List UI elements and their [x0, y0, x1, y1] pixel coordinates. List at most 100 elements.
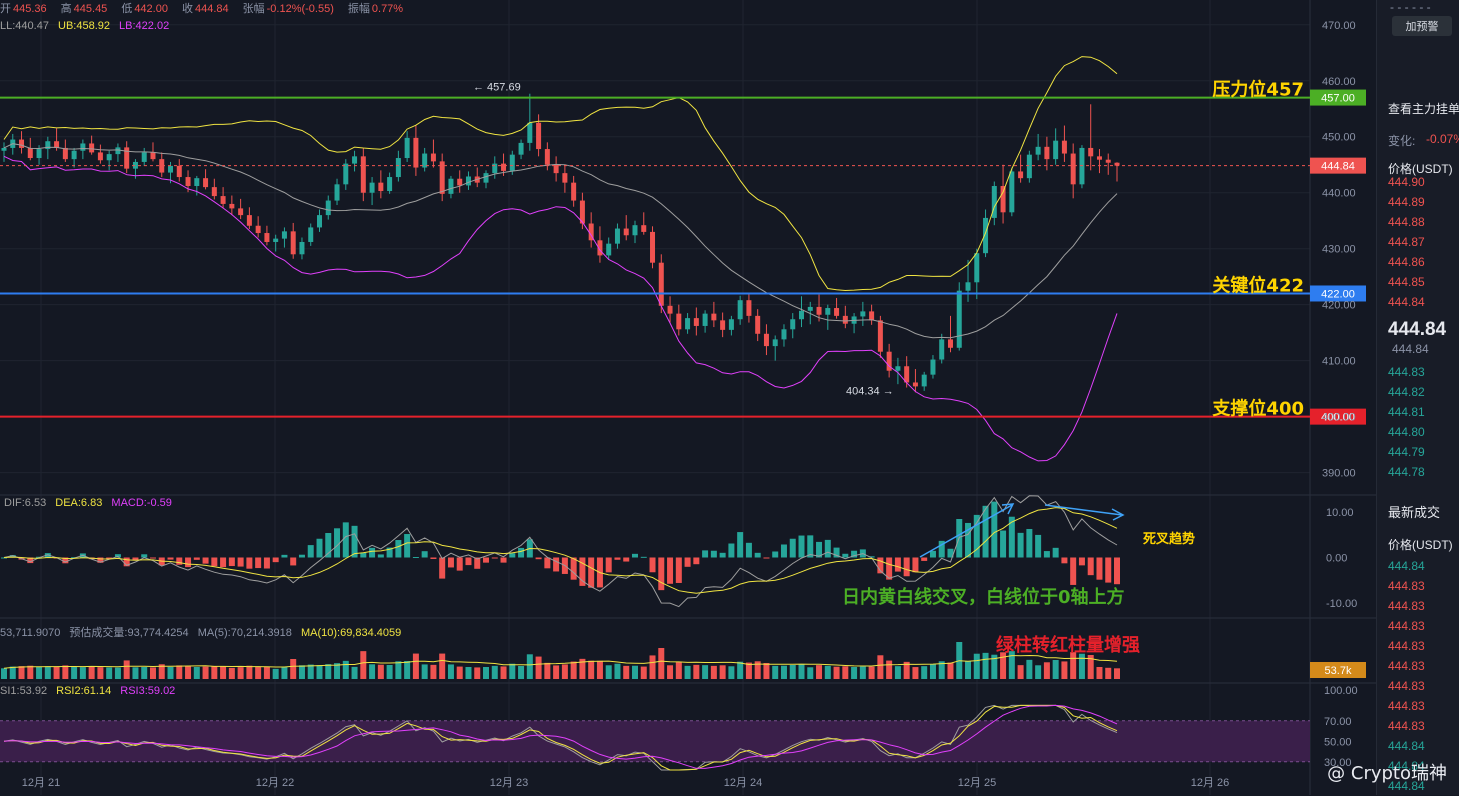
volume-bar [9, 666, 16, 679]
candle [632, 220, 638, 244]
volume-bar [675, 662, 682, 679]
macd-bar [535, 557, 542, 560]
macd-bar [456, 557, 463, 571]
macd-dea-line [3, 507, 1118, 594]
macd-bar [412, 557, 419, 559]
ask-price: 444.90 [1388, 175, 1425, 189]
candle [290, 222, 296, 259]
volume-bar [737, 661, 744, 679]
candle [422, 147, 428, 172]
candle-body [89, 143, 95, 153]
candle [579, 192, 585, 230]
trades-title[interactable]: 最新成交 [1388, 505, 1441, 520]
candle [1, 142, 7, 162]
candle [650, 226, 656, 269]
macd-bar [1105, 557, 1112, 583]
macd-dif-line [3, 495, 1118, 608]
volume-bar [938, 661, 945, 679]
orderbook-title[interactable]: 查看主力挂单 [1388, 102, 1459, 116]
candle-body [106, 154, 112, 161]
orderbook-sidebar [1376, 0, 1459, 795]
volume-bar [342, 660, 349, 679]
candle [667, 296, 673, 323]
candle [536, 114, 542, 157]
macd-bar [807, 535, 814, 558]
candle-body [395, 158, 401, 178]
candle-body [667, 305, 673, 314]
macd-bar [211, 557, 218, 567]
candle-body [97, 152, 103, 161]
macd-bar [123, 557, 130, 567]
macd-bar [965, 522, 972, 558]
ohlc-item: 振幅 0.77% [347, 3, 404, 15]
vol-ma5: MA(5):70,214.3918 [197, 627, 292, 639]
candle-body [641, 225, 647, 232]
candle [352, 150, 358, 172]
volume-bar [246, 665, 253, 679]
candle-body [807, 306, 813, 311]
macd-bar [579, 557, 586, 586]
candle [693, 307, 699, 336]
candle-body [194, 178, 200, 187]
volume-readout: 53,711.9070 预估成交量:93,774.4254 MA(5):70,2… [0, 624, 407, 640]
volume-bar [404, 661, 411, 679]
volume-bar [789, 665, 796, 679]
macd-value: MACD:-0.59 [111, 497, 172, 509]
add-alert-button[interactable]: 加预警 [1392, 16, 1452, 36]
candle [869, 304, 875, 325]
trend-arrow-down [1044, 504, 1123, 516]
candle [1018, 154, 1024, 183]
candle-body [360, 156, 366, 193]
candle-body [974, 253, 980, 283]
candle [334, 178, 340, 206]
macd-bar [912, 557, 919, 573]
candle [220, 187, 226, 209]
candle [763, 324, 769, 356]
volume-bar [693, 664, 700, 679]
candle-body [799, 310, 805, 320]
candle-body [737, 300, 743, 320]
candle-body [886, 351, 892, 371]
volume-bar [877, 655, 884, 679]
candle [842, 305, 848, 329]
volume-bar [886, 660, 893, 679]
macd-bar [1070, 557, 1077, 585]
candle-body [650, 231, 656, 263]
volume-bar [1114, 668, 1120, 679]
volume-bar [965, 661, 972, 679]
candle-body [220, 196, 226, 204]
volume-bar [588, 660, 595, 679]
candle [1035, 133, 1041, 161]
trade-price: 444.83 [1388, 679, 1425, 693]
rsi-tick: 50.00 [1324, 736, 1352, 748]
volume-bar [62, 665, 69, 679]
candle [27, 137, 33, 161]
price-chart[interactable]: 压力位457 457.00 关键位422 422.00 支撑位400 400.00 444.… [0, 0, 1376, 795]
macd-readout: DIF:6.53 DEA:6.83 MACD:-0.59 [4, 497, 178, 509]
candle [124, 141, 130, 174]
macd-bar [929, 550, 936, 558]
candle-body [816, 306, 822, 315]
volume-bar [631, 665, 638, 679]
trade-price: 444.83 [1388, 639, 1425, 653]
candle-body [334, 184, 340, 201]
candle-body [141, 152, 147, 162]
candle [720, 312, 726, 338]
price-tick: 420.00 [1322, 300, 1356, 312]
candle-body [921, 374, 927, 387]
macd-bar [386, 547, 393, 558]
candle [404, 131, 410, 162]
macd-bar [237, 557, 244, 567]
candle [203, 169, 209, 190]
candle [246, 207, 252, 230]
candle-body [895, 366, 901, 371]
macd-bar [141, 554, 148, 558]
macd-bar [1096, 557, 1103, 580]
candle-body [1088, 147, 1094, 157]
candle [614, 223, 620, 249]
candle [255, 216, 261, 238]
rsi-band [0, 720, 1310, 762]
volume-bar [526, 654, 533, 679]
candle-body [308, 227, 314, 242]
watermark: @ Crypto瑞神 [1327, 763, 1447, 784]
